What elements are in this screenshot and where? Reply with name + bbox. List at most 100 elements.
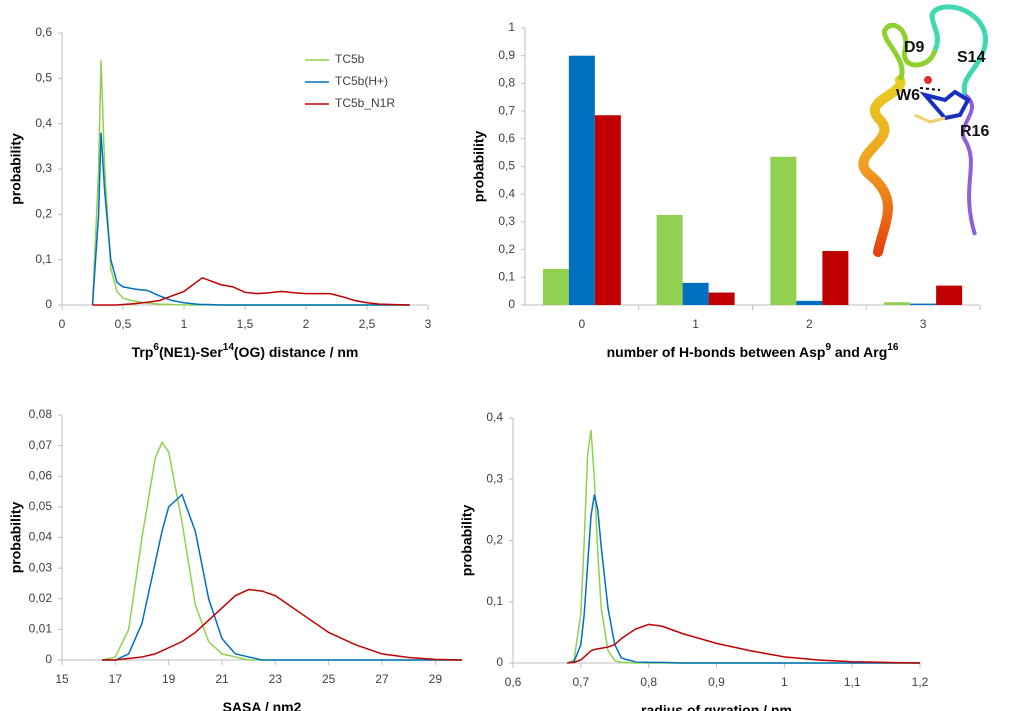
x-axis-title-part: number of H-bonds between Asp — [607, 344, 826, 360]
bar — [884, 302, 911, 305]
x-tick-label: 1 — [181, 317, 188, 331]
x-axis-title-part: Trp — [132, 344, 154, 360]
x-axis-title: radius of gyration / nm — [641, 702, 792, 711]
x-tick-label: 1,1 — [844, 675, 861, 689]
y-tick-label: 0,03 — [29, 560, 53, 574]
y-tick-label: 0,08 — [29, 407, 53, 421]
x-tick-label: 0,9 — [708, 675, 725, 689]
y-tick-label: 0,2 — [35, 207, 52, 221]
bar — [822, 250, 849, 305]
y-tick-label: 0,8 — [498, 76, 515, 90]
y-axis-title: probability — [459, 505, 475, 577]
y-tick-label: 0,07 — [29, 438, 53, 452]
bar — [656, 214, 683, 305]
y-tick-label: 0,3 — [486, 471, 503, 485]
bar — [770, 156, 797, 305]
x-axis-title-part: 6 — [153, 342, 159, 353]
x-axis-title-part: (NE1)-Ser — [159, 344, 223, 360]
bar — [568, 55, 595, 306]
y-tick-label: 0,1 — [486, 594, 503, 608]
y-tick-label: 0 — [45, 297, 52, 311]
y-tick-label: 0,3 — [498, 214, 515, 228]
y-tick-label: 0,1 — [498, 269, 515, 283]
x-tick-label: 3 — [920, 317, 927, 331]
y-tick-label: 1 — [508, 20, 515, 34]
x-axis-title: Trp6(NE1)-Ser14(OG) distance / nm — [132, 342, 359, 360]
x-tick-label: 0,6 — [505, 675, 522, 689]
x-axis-title-part: 14 — [223, 342, 235, 353]
x-axis-title-part: radius of gyration / nm — [641, 702, 792, 711]
y-tick-label: 0,5 — [35, 71, 52, 85]
y-tick-label: 0,6 — [498, 131, 515, 145]
x-tick-label: 25 — [322, 672, 336, 686]
x-axis-title-part: SASA / nm2 — [223, 699, 302, 711]
x-tick-label: 1,5 — [237, 317, 254, 331]
x-tick-label: 15 — [55, 672, 69, 686]
y-tick-label: 0,02 — [29, 591, 53, 605]
series-line — [92, 276, 410, 306]
y-tick-label: 0,06 — [29, 468, 53, 482]
y-tick-label: 0,01 — [29, 622, 53, 636]
x-tick-label: 1 — [692, 317, 699, 331]
y-tick-label: 0,2 — [486, 533, 503, 547]
bar — [594, 115, 621, 305]
series-line — [102, 588, 463, 661]
x-tick-label: 0,8 — [640, 675, 657, 689]
y-tick-label: 0,3 — [35, 161, 52, 175]
x-tick-label: 21 — [215, 672, 229, 686]
y-axis-title: probability — [471, 131, 487, 203]
y-tick-label: 0,4 — [498, 186, 515, 200]
x-tick-label: 27 — [375, 672, 389, 686]
y-tick-label: 0,4 — [486, 410, 503, 424]
x-tick-label: 2,5 — [359, 317, 376, 331]
x-axis-title-part: and Arg — [831, 344, 887, 360]
x-tick-label: 17 — [109, 672, 123, 686]
x-tick-label: 2 — [806, 317, 813, 331]
y-tick-label: 0,05 — [29, 499, 53, 513]
series-line — [567, 623, 921, 664]
legend-label: TC5b_N1R — [335, 96, 395, 110]
x-axis-title-part: 9 — [825, 342, 831, 353]
x-tick-label: 19 — [162, 672, 176, 686]
y-tick-label: 0,2 — [498, 242, 515, 256]
structure-label: D9 — [904, 39, 925, 56]
y-tick-label: 0,04 — [29, 530, 53, 544]
series-line — [91, 132, 410, 306]
series-line — [566, 430, 920, 664]
x-tick-label: 0 — [579, 317, 586, 331]
y-tick-label: 0,7 — [498, 103, 515, 117]
x-tick-label: 1 — [781, 675, 788, 689]
y-tick-label: 0,5 — [498, 159, 515, 173]
y-axis-title: probability — [8, 502, 24, 574]
x-tick-label: 0 — [59, 317, 66, 331]
x-tick-label: 1,2 — [912, 675, 929, 689]
y-tick-label: 0 — [508, 297, 515, 311]
x-axis-title-part: (OG) distance / nm — [234, 344, 358, 360]
structure-label: S14 — [957, 49, 986, 66]
x-tick-label: 23 — [269, 672, 283, 686]
x-tick-label: 3 — [425, 317, 432, 331]
series-line — [102, 493, 462, 661]
series-line — [101, 441, 462, 661]
legend-label: TC5b — [335, 52, 365, 66]
bar — [682, 282, 709, 305]
x-axis-title-part: 16 — [887, 342, 899, 353]
protein-structure — [858, 4, 988, 257]
x-tick-label: 0,5 — [115, 317, 132, 331]
bar — [708, 292, 735, 305]
y-tick-label: 0 — [496, 655, 503, 669]
y-tick-label: 0,6 — [35, 25, 52, 39]
structure-label: R16 — [960, 123, 989, 140]
series-line — [567, 494, 920, 664]
bar — [796, 300, 823, 305]
x-tick-label: 29 — [429, 672, 443, 686]
bar — [936, 285, 963, 305]
y-tick-label: 0,9 — [498, 48, 515, 62]
structure-label: W6 — [896, 87, 920, 104]
x-axis-title: SASA / nm2 — [223, 699, 302, 711]
bar — [542, 268, 569, 305]
y-tick-label: 0 — [45, 652, 52, 666]
x-tick-label: 2 — [303, 317, 310, 331]
legend-label: TC5b(H+) — [335, 74, 388, 88]
